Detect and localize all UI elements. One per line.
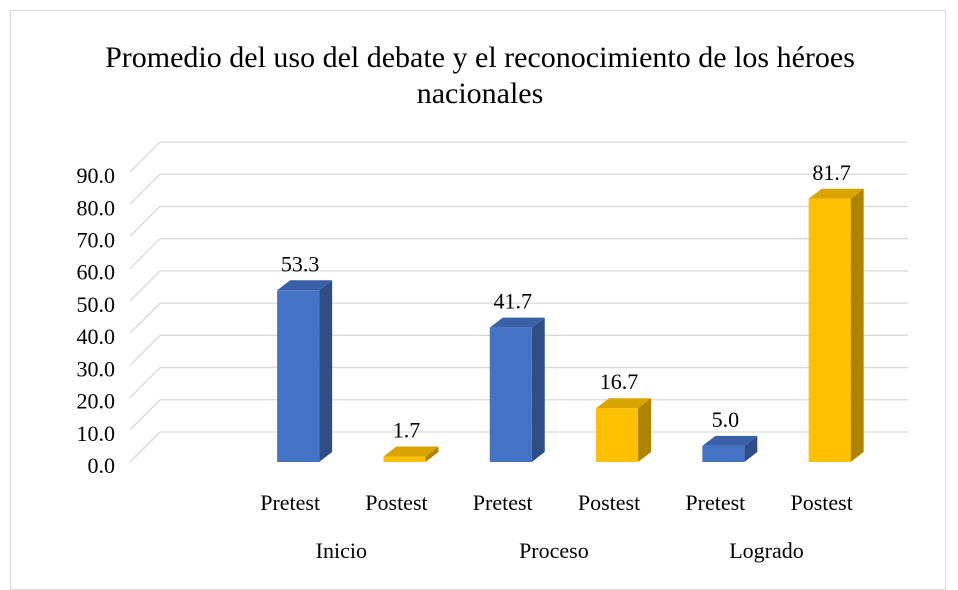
group-label: Proceso <box>519 538 589 563</box>
x-tick-label: Pretest <box>260 490 320 515</box>
y-tick-label: 50.0 <box>77 292 116 317</box>
bar-top <box>489 317 545 328</box>
data-label: 81.7 <box>812 160 851 185</box>
x-tick-label: Pretest <box>685 490 745 515</box>
y-tick-label: 30.0 <box>77 356 116 381</box>
y-tick-label: 20.0 <box>77 389 116 414</box>
grid-line <box>129 302 161 334</box>
chart-title: Promedio del uso del debate y el reconoc… <box>105 41 855 110</box>
group-label: Logrado <box>729 538 804 563</box>
x-tick-label: Postest <box>578 490 640 515</box>
data-label: 1.7 <box>393 418 421 443</box>
grid-line <box>129 399 161 431</box>
y-tick-label: 70.0 <box>77 227 116 252</box>
bar <box>383 456 426 462</box>
bar-side <box>531 317 545 462</box>
bar-side <box>319 280 333 462</box>
y-tick-label: 80.0 <box>77 195 116 220</box>
group-label: Inicio <box>316 538 367 563</box>
bar-side <box>744 435 758 462</box>
data-label: 53.3 <box>281 251 320 276</box>
y-tick-label: 0.0 <box>88 453 116 478</box>
bar-top <box>702 435 758 446</box>
data-label: 5.0 <box>712 407 740 432</box>
bar-side <box>425 446 439 462</box>
bar <box>596 408 639 462</box>
y-tick-label: 40.0 <box>77 324 116 349</box>
grid-line <box>129 367 161 399</box>
y-tick-label: 90.0 <box>77 163 116 188</box>
grid-line <box>129 205 161 237</box>
grid-line <box>129 141 161 173</box>
bar-top <box>596 398 652 409</box>
bar-side <box>638 398 652 462</box>
grid-line <box>129 238 161 270</box>
bar <box>489 327 532 462</box>
x-tick-label: Postest <box>365 490 427 515</box>
bar <box>277 290 320 462</box>
grid-line <box>129 173 161 205</box>
grid-line <box>129 334 161 366</box>
data-label: 16.7 <box>600 369 639 394</box>
bar-top <box>808 188 864 199</box>
grid-line <box>129 270 161 302</box>
bar <box>808 198 851 462</box>
x-tick-label: Postest <box>790 490 852 515</box>
grid-line <box>129 431 161 463</box>
bar <box>702 445 745 462</box>
x-tick-label: Pretest <box>473 490 533 515</box>
bar-top <box>383 446 439 457</box>
data-label: 41.7 <box>494 289 533 314</box>
bar-side <box>850 188 864 462</box>
bar-top <box>277 280 333 291</box>
y-tick-label: 10.0 <box>77 421 116 446</box>
y-tick-label: 60.0 <box>77 260 116 285</box>
